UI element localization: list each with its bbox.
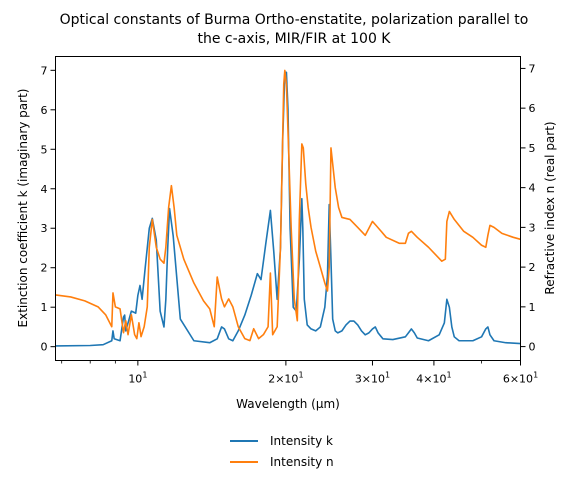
legend: Intensity k Intensity n xyxy=(230,434,334,469)
x-tick-label: 6×101 xyxy=(503,371,538,386)
x-axis-label: Wavelength (μm) xyxy=(236,397,340,411)
y-left-tick-label: 5 xyxy=(41,143,48,156)
x-tick-label: 2×101 xyxy=(268,371,303,386)
y-right-tick-label: 0 xyxy=(529,341,536,354)
y-left-tick-label: 0 xyxy=(41,341,48,354)
legend-label-k: Intensity k xyxy=(270,434,333,448)
y-axis-right: 0 1 2 3 4 5 6 7 xyxy=(520,62,536,354)
y-axis-left: 0 1 2 3 4 5 6 7 xyxy=(41,64,56,354)
y-left-tick-label: 1 xyxy=(41,301,48,314)
chart-title-line-1: Optical constants of Burma Ortho-enstati… xyxy=(60,12,529,28)
plot-area xyxy=(55,69,521,347)
x-axis: 101 2×101 3×101 4×101 6×101 xyxy=(61,360,538,386)
legend-label-n: Intensity n xyxy=(270,455,334,469)
series-line-k xyxy=(55,71,521,347)
y-left-tick-label: 7 xyxy=(41,64,48,77)
chart-title-line-2: the c-axis, MIR/FIR at 100 K xyxy=(197,31,391,47)
plot-frame xyxy=(55,56,521,361)
y-left-tick-label: 3 xyxy=(41,222,48,235)
x-tick-label: 101 xyxy=(128,371,147,386)
y-left-tick-label: 4 xyxy=(41,183,48,196)
y-axis-left-label: Extinction coefficient k (imaginary part… xyxy=(16,89,30,328)
series-line-n xyxy=(55,69,521,342)
y-left-tick-label: 6 xyxy=(41,104,48,117)
y-left-tick-label: 2 xyxy=(41,262,48,275)
y-right-tick-label: 5 xyxy=(529,142,536,155)
y-right-tick-label: 1 xyxy=(529,301,536,314)
y-right-tick-label: 4 xyxy=(529,182,536,195)
x-tick-label: 4×101 xyxy=(416,371,451,386)
y-right-tick-label: 2 xyxy=(529,261,536,274)
y-right-tick-label: 3 xyxy=(529,221,536,234)
y-right-tick-label: 7 xyxy=(529,62,536,75)
y-axis-right-label: Refractive index n (real part) xyxy=(543,121,557,294)
x-tick-label: 3×101 xyxy=(355,371,390,386)
y-right-tick-label: 6 xyxy=(529,102,536,115)
